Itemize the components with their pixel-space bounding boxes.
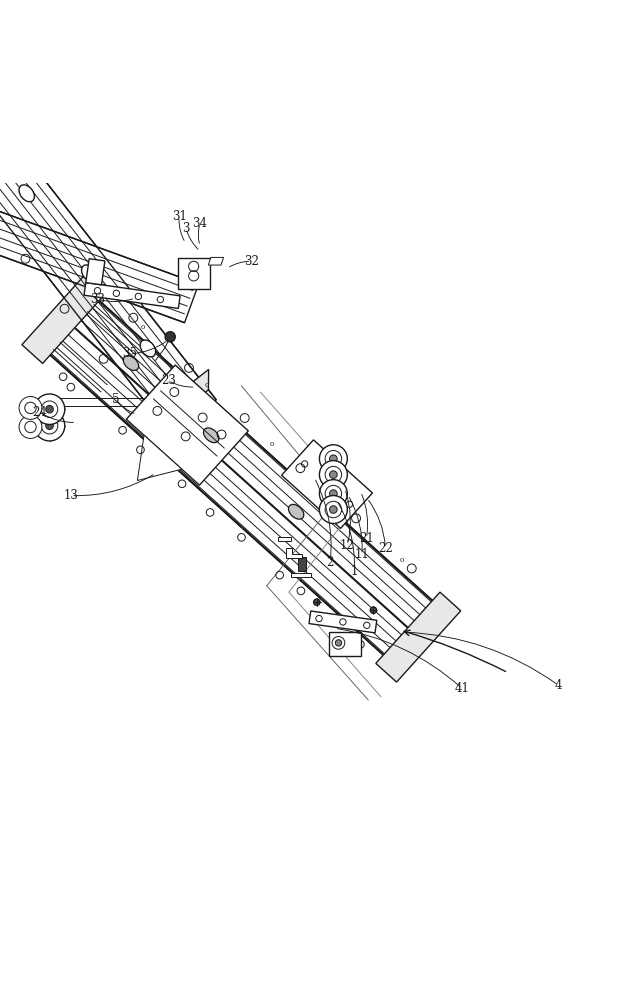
Text: 24: 24 <box>32 406 48 419</box>
Text: 33: 33 <box>90 293 105 306</box>
Bar <box>178 258 210 289</box>
Circle shape <box>330 471 337 478</box>
Circle shape <box>330 490 337 497</box>
Polygon shape <box>281 440 373 528</box>
Circle shape <box>325 485 342 502</box>
Polygon shape <box>0 140 217 435</box>
Ellipse shape <box>140 340 156 357</box>
Circle shape <box>19 416 42 438</box>
Text: 4: 4 <box>555 679 563 692</box>
Circle shape <box>319 461 347 489</box>
Circle shape <box>165 332 175 342</box>
Circle shape <box>332 637 345 649</box>
Ellipse shape <box>124 356 138 370</box>
Ellipse shape <box>288 504 304 519</box>
Polygon shape <box>0 188 199 323</box>
Polygon shape <box>137 435 182 481</box>
Polygon shape <box>278 537 291 541</box>
Polygon shape <box>208 257 224 265</box>
Polygon shape <box>40 291 443 664</box>
Circle shape <box>319 480 347 508</box>
Circle shape <box>319 445 347 473</box>
Text: 21: 21 <box>359 532 374 545</box>
Circle shape <box>34 394 65 424</box>
Bar <box>329 632 361 656</box>
Circle shape <box>34 410 65 441</box>
Circle shape <box>325 466 342 483</box>
Text: 5: 5 <box>112 393 120 406</box>
Text: 3: 3 <box>182 222 190 235</box>
Circle shape <box>25 421 36 433</box>
Circle shape <box>370 607 377 613</box>
Polygon shape <box>309 611 377 633</box>
Text: o: o <box>335 498 339 506</box>
Ellipse shape <box>123 356 138 370</box>
Polygon shape <box>22 273 107 363</box>
Text: 32: 32 <box>244 255 259 268</box>
Text: 1: 1 <box>351 565 358 578</box>
Circle shape <box>330 506 337 513</box>
Polygon shape <box>126 365 248 485</box>
Text: 41: 41 <box>455 682 470 695</box>
Circle shape <box>25 402 36 414</box>
Circle shape <box>46 422 53 430</box>
Circle shape <box>330 455 337 463</box>
Text: o: o <box>400 556 404 564</box>
Text: 11: 11 <box>354 548 370 561</box>
Text: 34: 34 <box>192 217 208 230</box>
Ellipse shape <box>19 185 34 202</box>
Circle shape <box>325 450 342 467</box>
Polygon shape <box>0 140 33 195</box>
Ellipse shape <box>204 429 218 442</box>
Polygon shape <box>84 283 180 308</box>
Text: 13: 13 <box>64 489 79 502</box>
Circle shape <box>314 599 320 605</box>
Circle shape <box>335 640 342 646</box>
Circle shape <box>325 501 342 518</box>
Polygon shape <box>286 548 302 558</box>
Text: 23: 23 <box>161 374 176 387</box>
Circle shape <box>19 396 42 419</box>
Text: o: o <box>205 381 210 389</box>
Circle shape <box>41 401 58 417</box>
Ellipse shape <box>81 265 97 282</box>
Text: o: o <box>270 440 274 448</box>
Circle shape <box>46 405 53 413</box>
Polygon shape <box>376 592 461 682</box>
Circle shape <box>319 496 347 523</box>
Polygon shape <box>86 259 105 285</box>
Bar <box>298 557 306 571</box>
Text: 12: 12 <box>340 539 355 552</box>
Text: 35: 35 <box>122 347 137 360</box>
Text: 22: 22 <box>378 542 393 555</box>
Text: 31: 31 <box>171 210 187 223</box>
Ellipse shape <box>204 428 219 443</box>
Ellipse shape <box>289 505 303 518</box>
Text: 2: 2 <box>326 556 334 569</box>
Circle shape <box>41 417 58 434</box>
Text: o: o <box>140 323 144 331</box>
Polygon shape <box>144 369 209 425</box>
Polygon shape <box>291 573 311 577</box>
